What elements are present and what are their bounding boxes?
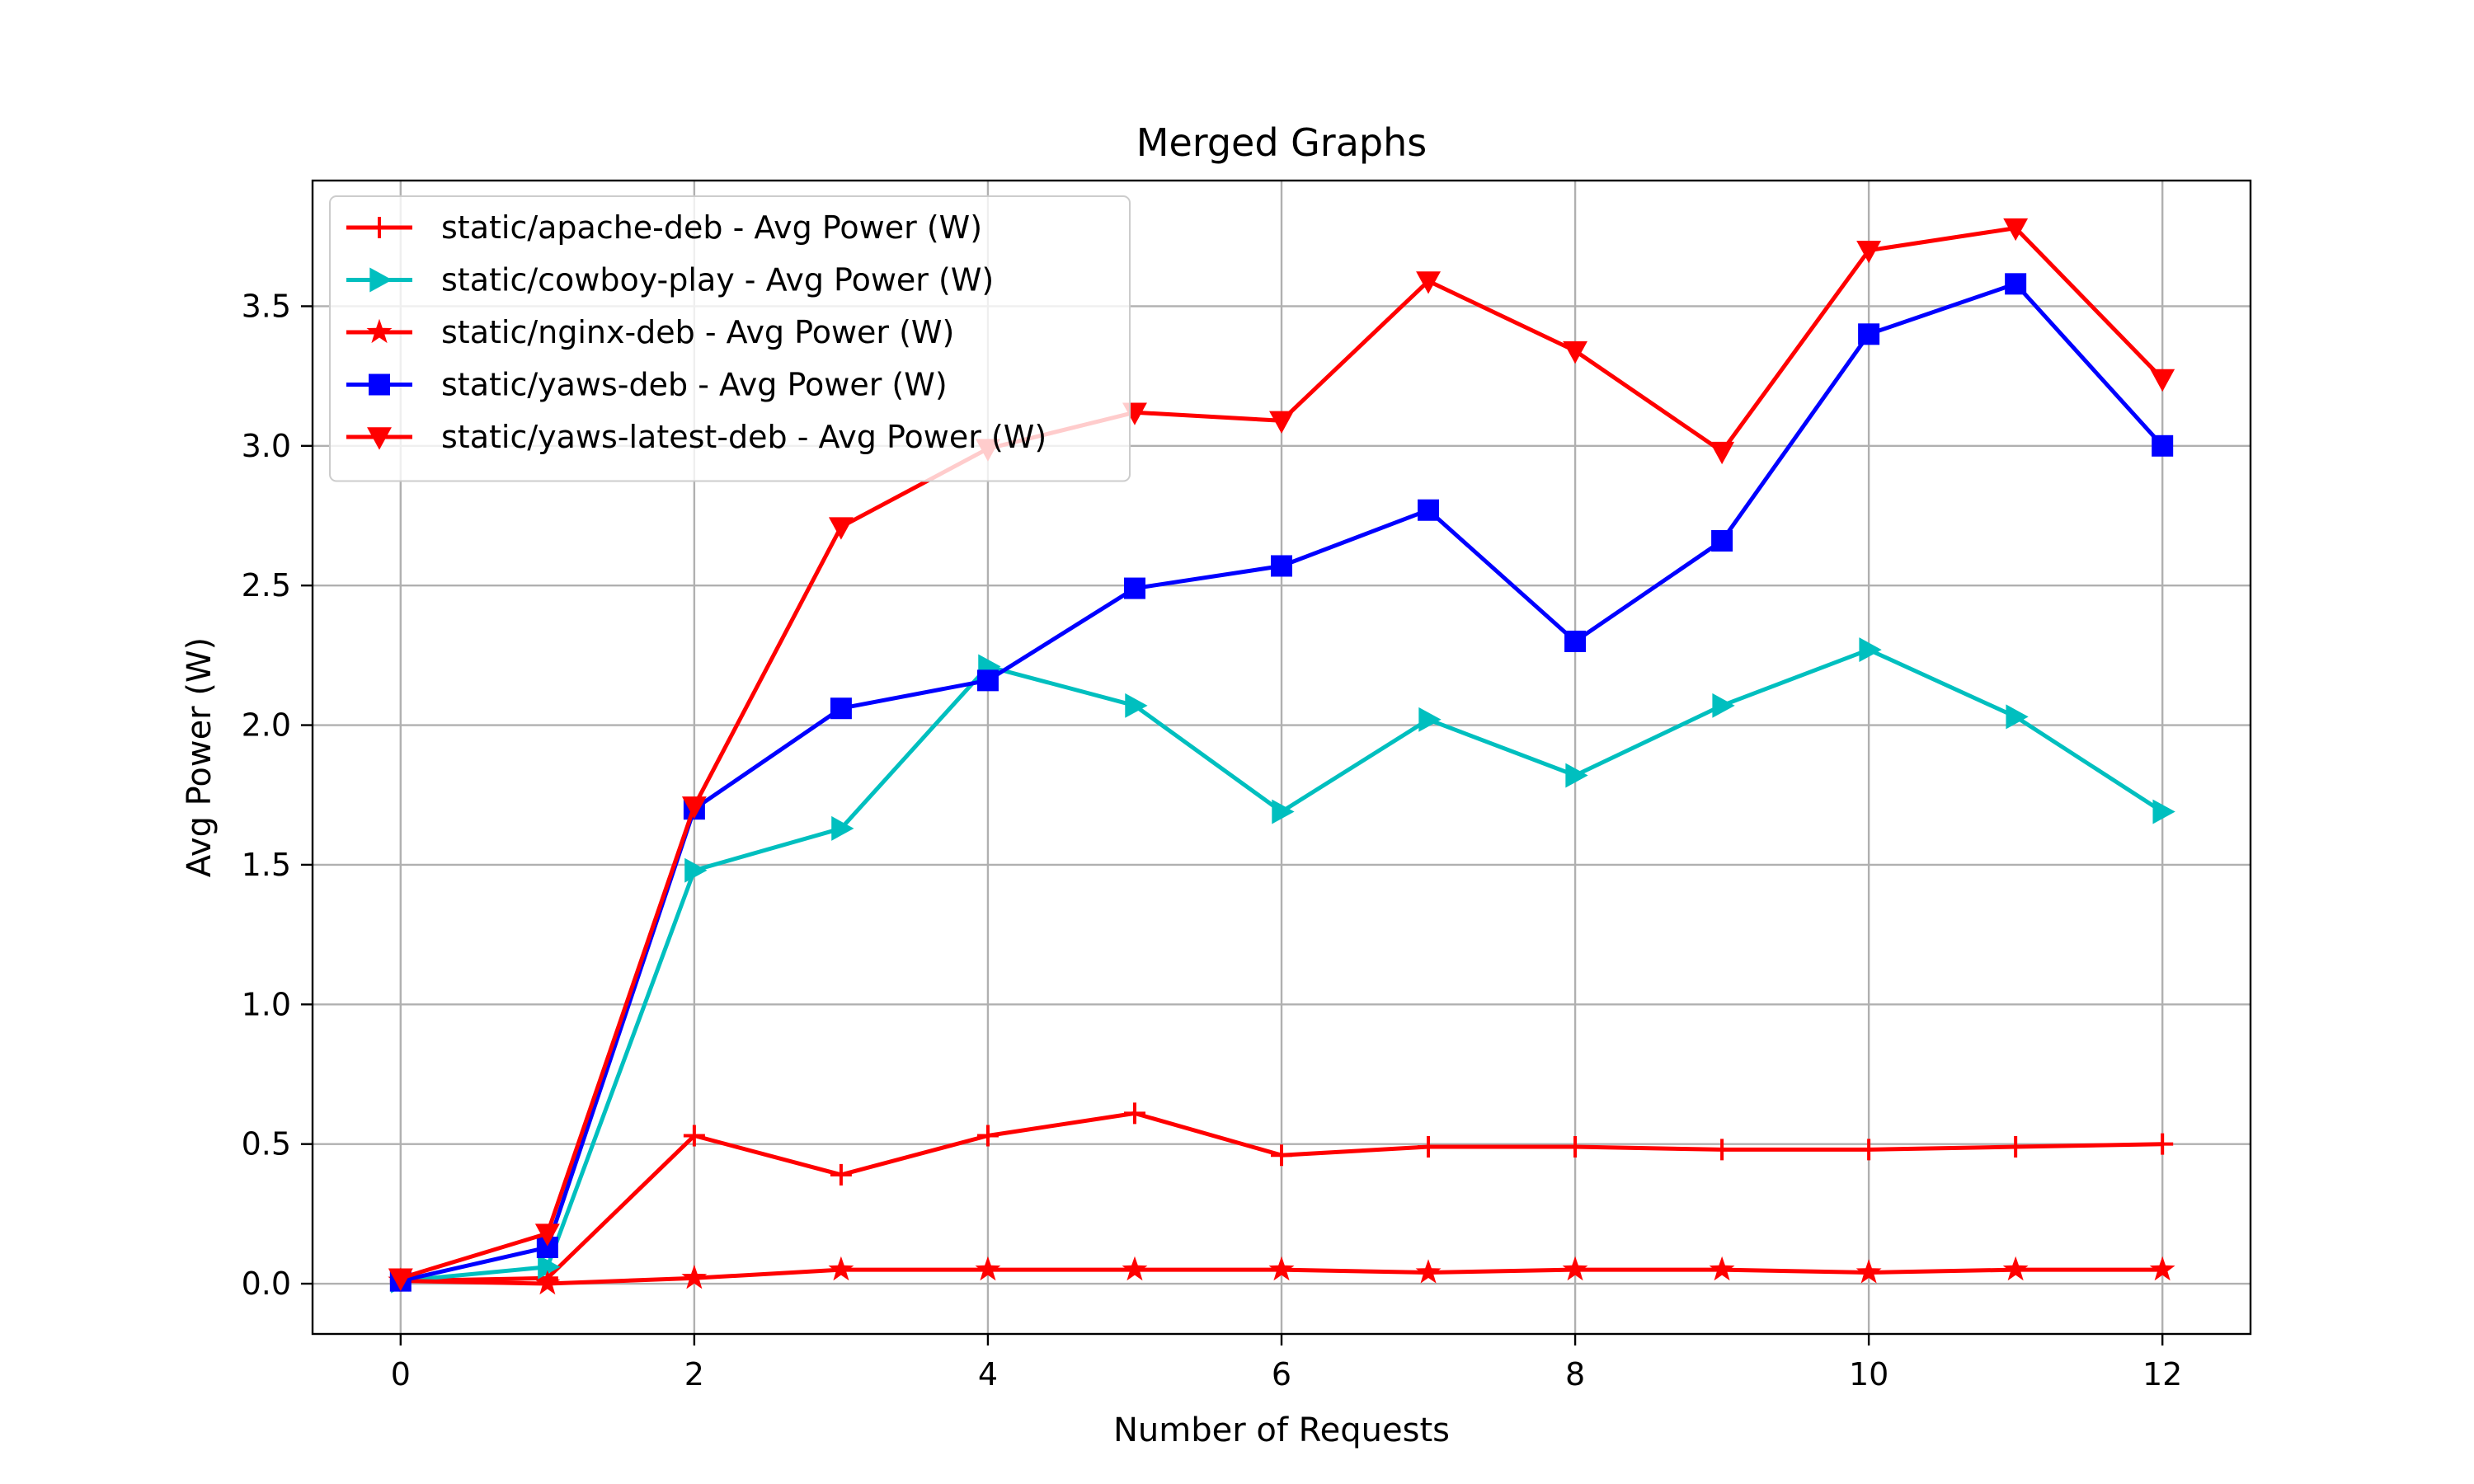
legend-label-static-yaws-deb-avg-power-w: static/yaws-deb - Avg Power (W) [441, 367, 948, 403]
x-tick-label: 4 [978, 1356, 998, 1392]
data-point-static-yaws-deb-avg-power-w [1418, 499, 1440, 521]
y-tick-label: 3.0 [242, 428, 291, 464]
data-point-static-nginx-deb-avg-power-w [1709, 1256, 1735, 1281]
data-point-static-apache-deb-avg-power-w [1271, 1144, 1292, 1167]
data-point-static-cowboy-play-avg-power-w [1272, 799, 1295, 824]
data-point-static-apache-deb-avg-power-w [1711, 1139, 1733, 1161]
x-tick-label: 10 [1849, 1356, 1888, 1392]
y-tick-label: 1.5 [242, 847, 291, 883]
data-point-static-cowboy-play-avg-power-w [1859, 637, 1882, 663]
legend-label-static-cowboy-play-avg-power-w: static/cowboy-play - Avg Power (W) [441, 262, 994, 298]
data-point-static-yaws-latest-deb-avg-power-w [1710, 441, 1735, 465]
data-point-static-yaws-deb-avg-power-w [976, 669, 999, 692]
data-point-static-nginx-deb-avg-power-w [2149, 1256, 2175, 1281]
data-point-static-nginx-deb-avg-power-w [2002, 1256, 2029, 1281]
data-point-static-yaws-latest-deb-avg-power-w [2003, 218, 2029, 242]
data-point-static-cowboy-play-avg-power-w [1125, 693, 1148, 718]
data-point-static-yaws-latest-deb-avg-power-w [1856, 240, 1882, 264]
x-tick-label: 6 [1272, 1356, 1291, 1392]
data-point-static-cowboy-play-avg-power-w [831, 815, 854, 841]
data-point-static-nginx-deb-avg-power-w [1268, 1256, 1295, 1281]
legend-entry-static-yaws-deb-avg-power-w: static/yaws-deb - Avg Power (W) [346, 367, 948, 403]
chart-title: Merged Graphs [1136, 120, 1427, 165]
y-tick-label: 1.0 [242, 986, 291, 1022]
data-point-static-yaws-latest-deb-avg-power-w [534, 1223, 560, 1247]
data-point-static-apache-deb-avg-power-w [683, 1125, 705, 1147]
data-point-static-cowboy-play-avg-power-w [538, 1254, 561, 1280]
data-point-static-apache-deb-avg-power-w [830, 1163, 852, 1186]
data-point-static-yaws-deb-avg-power-w [830, 697, 852, 720]
legend-marker-static-cowboy-play-avg-power-w [369, 267, 393, 293]
data-point-static-yaws-deb-avg-power-w [1564, 630, 1587, 652]
legend-marker-static-yaws-latest-deb-avg-power-w [367, 427, 392, 450]
legend-marker-static-nginx-deb-avg-power-w [366, 318, 393, 344]
legend: static/apache-deb - Avg Power (W) static/… [329, 195, 1131, 482]
data-point-static-yaws-latest-deb-avg-power-w [828, 517, 854, 540]
data-point-static-yaws-deb-avg-power-w [1711, 529, 1733, 552]
data-point-static-cowboy-play-avg-power-w [1565, 763, 1588, 788]
data-point-static-apache-deb-avg-power-w [2005, 1136, 2027, 1158]
data-point-static-cowboy-play-avg-power-w [1418, 707, 1442, 732]
legend-box [329, 195, 1131, 482]
data-point-static-yaws-deb-avg-power-w [1123, 577, 1145, 599]
data-point-static-yaws-deb-avg-power-w [2005, 273, 2027, 295]
x-tick-label: 0 [391, 1356, 411, 1392]
x-tick-label: 8 [1565, 1356, 1585, 1392]
data-point-static-yaws-deb-avg-power-w [1858, 323, 1880, 345]
data-point-static-nginx-deb-avg-power-w [534, 1270, 561, 1295]
legend-entry-static-nginx-deb-avg-power-w: static/nginx-deb - Avg Power (W) [346, 314, 954, 350]
series-group [388, 218, 2175, 1295]
data-point-static-yaws-latest-deb-avg-power-w [681, 796, 707, 819]
legend-marker-static-yaws-deb-avg-power-w [369, 373, 390, 396]
data-point-static-yaws-deb-avg-power-w [2152, 434, 2174, 457]
data-point-static-nginx-deb-avg-power-w [681, 1265, 708, 1289]
data-point-static-cowboy-play-avg-power-w [2006, 704, 2029, 730]
data-point-static-nginx-deb-avg-power-w [1415, 1259, 1442, 1284]
y-tick-label: 2.5 [242, 567, 291, 603]
data-point-static-apache-deb-avg-power-w [976, 1125, 999, 1147]
legend-entry-static-apache-deb-avg-power-w: static/apache-deb - Avg Power (W) [346, 209, 982, 246]
data-point-static-nginx-deb-avg-power-w [828, 1256, 854, 1281]
x-tick-label: 2 [684, 1356, 704, 1392]
x-axis-label: Number of Requests [1113, 1411, 1450, 1449]
data-point-static-nginx-deb-avg-power-w [1122, 1256, 1148, 1281]
data-point-static-apache-deb-avg-power-w [1418, 1136, 1440, 1158]
data-point-static-yaws-latest-deb-avg-power-w [1416, 271, 1441, 294]
axis-ticks: 0 2 4 6 8 10 12 0.0 0.5 1.0 1.5 2.0 2.5 3.0 3.5 [242, 288, 2183, 1392]
data-point-static-yaws-latest-deb-avg-power-w [1269, 411, 1294, 434]
data-point-static-apache-deb-avg-power-w [1123, 1102, 1145, 1125]
data-point-static-yaws-deb-avg-power-w [1271, 555, 1292, 577]
legend-marker-static-apache-deb-avg-power-w [369, 217, 390, 238]
x-tick-label: 12 [2142, 1356, 2182, 1392]
y-tick-label: 2.0 [242, 707, 291, 744]
y-tick-label: 0.5 [242, 1126, 291, 1162]
data-point-static-yaws-latest-deb-avg-power-w [2150, 369, 2175, 392]
legend-label-static-nginx-deb-avg-power-w: static/nginx-deb - Avg Power (W) [441, 314, 954, 350]
data-point-static-cowboy-play-avg-power-w [684, 857, 708, 883]
data-point-static-apache-deb-avg-power-w [1858, 1139, 1880, 1161]
data-point-static-apache-deb-avg-power-w [1564, 1136, 1587, 1158]
data-point-static-nginx-deb-avg-power-w [1856, 1259, 1882, 1284]
data-point-static-cowboy-play-avg-power-w [1712, 693, 1735, 718]
data-point-static-yaws-latest-deb-avg-power-w [1563, 340, 1588, 364]
data-point-static-cowboy-play-avg-power-w [2152, 799, 2175, 824]
legend-label-static-yaws-latest-deb-avg-power-w: static/yaws-latest-deb - Avg Power (W) [441, 419, 1047, 455]
y-tick-label: 3.5 [242, 288, 291, 324]
data-point-static-yaws-latest-deb-avg-power-w [388, 1268, 413, 1291]
data-point-static-nginx-deb-avg-power-w [1562, 1256, 1588, 1281]
data-point-static-apache-deb-avg-power-w [2152, 1133, 2174, 1155]
legend-entry-static-cowboy-play-avg-power-w: static/cowboy-play - Avg Power (W) [346, 262, 994, 298]
data-point-static-nginx-deb-avg-power-w [975, 1256, 1001, 1281]
legend-entry-static-yaws-latest-deb-avg-power-w: static/yaws-latest-deb - Avg Power (W) [346, 419, 1047, 455]
y-axis-label: Avg Power (W) [181, 637, 219, 877]
y-tick-label: 0.0 [242, 1266, 291, 1302]
legend-label-static-apache-deb-avg-power-w: static/apache-deb - Avg Power (W) [441, 209, 982, 246]
